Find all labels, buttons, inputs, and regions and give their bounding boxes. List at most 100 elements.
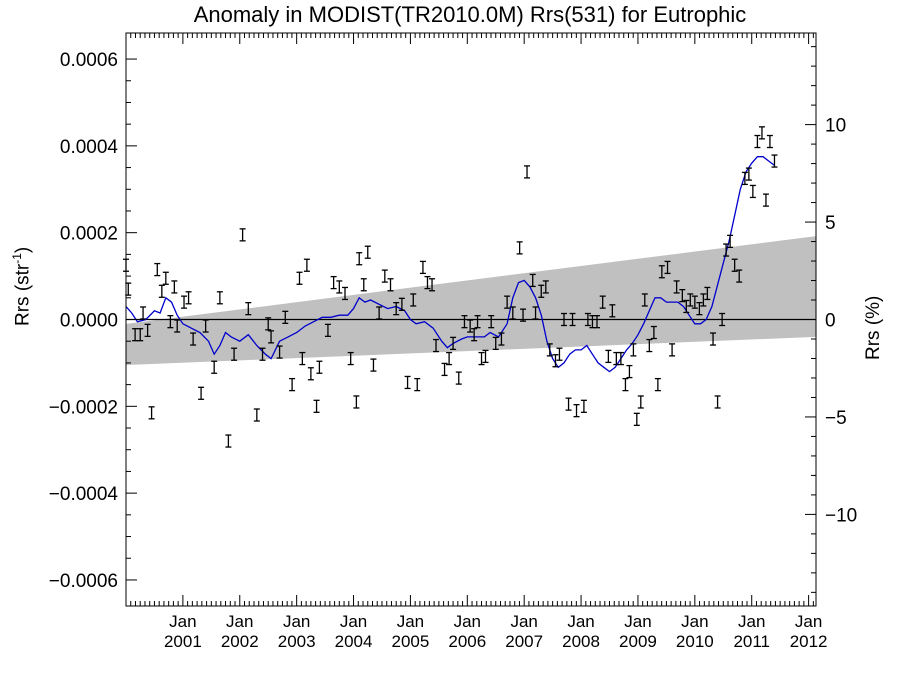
y2-tick-label: 0 <box>825 311 836 332</box>
data-point <box>766 134 773 149</box>
data-point <box>356 252 363 266</box>
data-point <box>714 395 721 409</box>
data-point <box>758 126 765 140</box>
data-point <box>529 273 536 288</box>
data-point <box>609 304 616 318</box>
data-point <box>414 377 421 392</box>
x-tick-month-label: Jan <box>738 612 765 631</box>
data-point <box>520 308 527 322</box>
data-point <box>731 258 738 272</box>
data-point <box>419 260 426 275</box>
data-point <box>658 265 665 279</box>
data-point <box>700 293 707 307</box>
data-point <box>754 134 761 149</box>
y2-tick-label: 10 <box>825 116 846 137</box>
x-tick-year-label: 2005 <box>392 632 430 651</box>
data-point <box>630 343 637 357</box>
data-point <box>424 275 431 290</box>
data-point <box>467 319 474 333</box>
data-point <box>504 295 511 309</box>
data-point <box>710 332 717 346</box>
data-point <box>231 347 238 361</box>
data-point <box>429 278 436 292</box>
data-point <box>471 328 478 342</box>
data-point <box>650 325 657 340</box>
data-point <box>144 323 151 338</box>
trend-band <box>126 236 816 366</box>
x-tick-year-label: 2004 <box>335 632 373 651</box>
data-point <box>696 301 703 316</box>
data-point <box>387 278 394 292</box>
data-point <box>771 154 778 168</box>
data-point <box>498 332 505 346</box>
data-point <box>687 293 694 307</box>
data-point <box>259 347 266 361</box>
data-point <box>622 377 629 392</box>
data-point <box>669 343 676 357</box>
x-tick-month-label: Jan <box>340 612 367 631</box>
data-point <box>532 306 539 320</box>
x-tick-month-label: Jan <box>624 612 651 631</box>
data-point <box>542 280 549 294</box>
data-point <box>198 386 205 400</box>
data-point <box>239 228 246 242</box>
y-tick-label: −0.0002 <box>49 397 118 418</box>
x-tick-year-label: 2006 <box>448 632 486 651</box>
data-point <box>561 312 568 327</box>
data-point <box>316 360 323 374</box>
data-point <box>749 184 756 199</box>
data-point <box>171 280 178 294</box>
x-tick-year-label: 2011 <box>733 632 770 651</box>
data-point <box>410 293 417 307</box>
data-point <box>626 364 633 379</box>
data-point <box>565 397 572 411</box>
data-point <box>216 291 223 305</box>
x-tick-year-label: 2010 <box>676 632 714 651</box>
data-point <box>599 295 606 309</box>
data-point <box>370 358 377 372</box>
data-point <box>360 278 367 292</box>
data-point <box>181 295 188 309</box>
x-tick-year-label: 2012 <box>790 632 828 651</box>
x-tick-year-label: 2003 <box>278 632 316 651</box>
data-point <box>330 275 337 290</box>
data-point <box>211 360 218 374</box>
y-tick-label: 0.0004 <box>60 137 119 158</box>
data-point <box>245 301 252 316</box>
data-point <box>253 408 260 422</box>
data-point <box>289 377 296 392</box>
x-tick-year-label: 2001 <box>164 632 202 651</box>
data-point <box>381 269 388 283</box>
axes-layer: 0.0006 0.0004 0.0002 0.0000 −0.0002 −0.0004 −0… <box>49 32 857 651</box>
data-point <box>265 317 272 331</box>
data-point <box>162 271 169 285</box>
data-point <box>185 291 192 305</box>
data-point <box>225 434 232 448</box>
x-tick-month-label: Jan <box>397 612 424 631</box>
y2-tick-label: −5 <box>825 408 847 429</box>
data-point <box>723 243 730 257</box>
data-point <box>605 349 612 364</box>
data-point <box>174 319 181 333</box>
y-tick-label: −0.0006 <box>49 571 118 592</box>
x-tick-month-label: Jan <box>226 612 253 631</box>
data-point <box>593 315 600 329</box>
data-point <box>736 269 743 283</box>
data-point <box>364 245 371 259</box>
data-point <box>546 343 553 357</box>
data-point <box>673 280 680 294</box>
data-point <box>296 271 303 285</box>
y-tick-label: 0.0002 <box>60 224 118 245</box>
x-tick-year-label: 2009 <box>619 632 657 651</box>
data-point <box>132 328 139 342</box>
data-point <box>313 399 320 413</box>
data-point <box>336 280 343 294</box>
x-tick-month-label: Jan <box>567 612 594 631</box>
data-point <box>307 367 314 381</box>
data-point <box>276 345 283 359</box>
data-point <box>158 284 165 298</box>
data-point <box>569 312 576 327</box>
data-point <box>646 338 653 353</box>
y-tick-label: 0.0000 <box>60 311 118 332</box>
